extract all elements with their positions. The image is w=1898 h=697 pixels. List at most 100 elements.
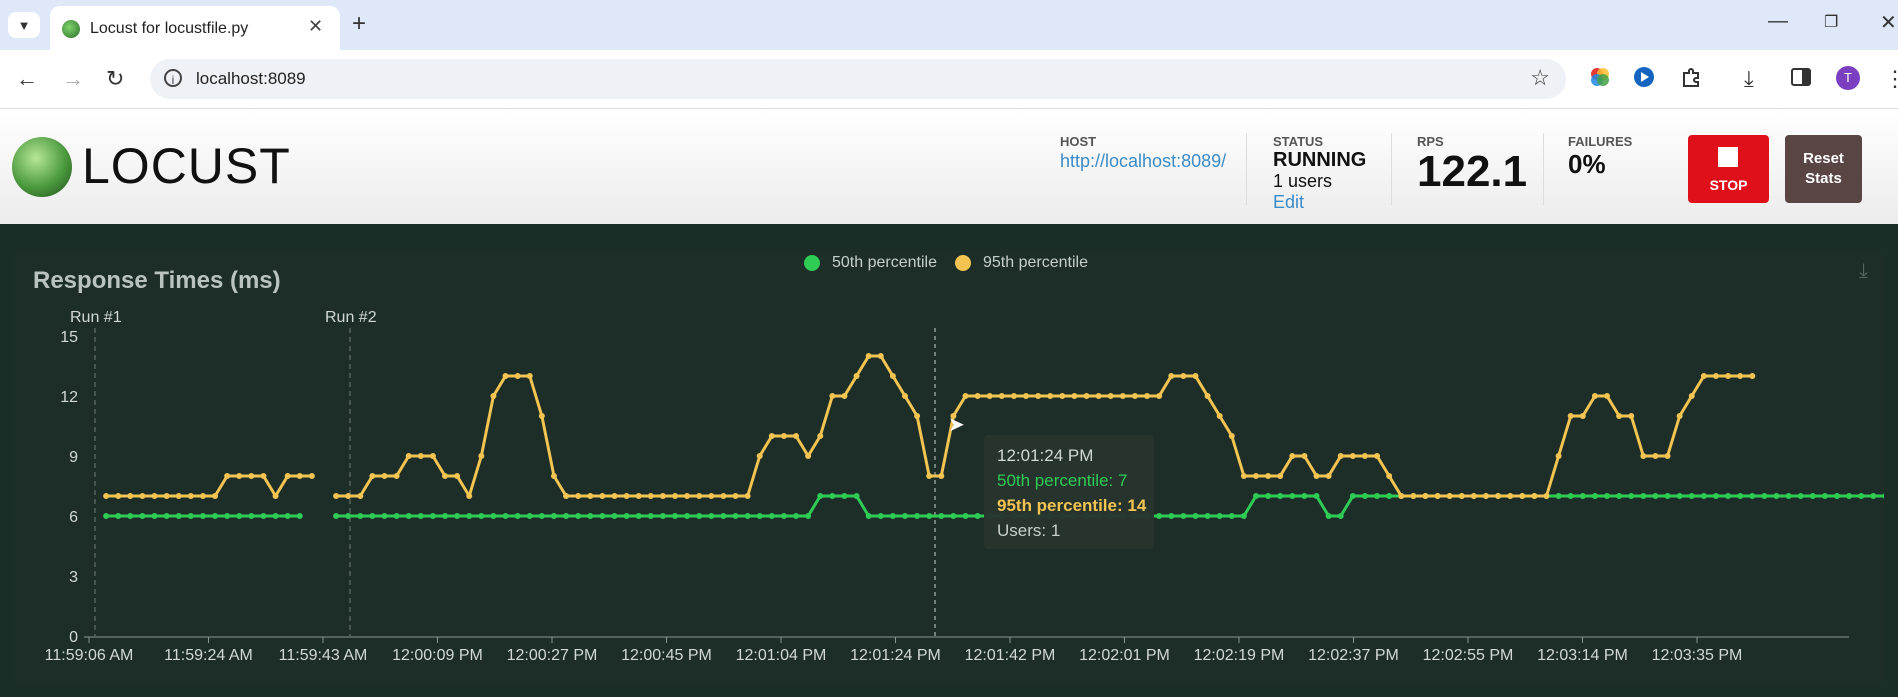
data-point xyxy=(502,513,509,519)
url-text[interactable]: localhost:8089 xyxy=(196,69,306,88)
data-point xyxy=(429,513,436,519)
data-point xyxy=(284,473,291,479)
data-point xyxy=(1531,493,1538,499)
data-point xyxy=(357,493,364,499)
data-point xyxy=(514,513,521,519)
divider xyxy=(1543,133,1544,205)
data-point xyxy=(175,513,182,519)
data-point xyxy=(1700,493,1707,499)
series-line-p95 xyxy=(106,474,312,498)
close-tab-icon[interactable]: ✕ xyxy=(308,16,324,36)
data-point xyxy=(1313,493,1320,499)
x-tick-label: 12:00:09 PM xyxy=(392,647,483,664)
reset-stats-button[interactable]: Reset Stats xyxy=(1785,135,1862,203)
data-point xyxy=(1567,413,1574,419)
data-point xyxy=(623,513,630,519)
host-link[interactable]: http://localhost:8089/ xyxy=(1060,151,1227,171)
status-value: RUNNING xyxy=(1273,149,1367,171)
data-point xyxy=(260,513,267,519)
profile-avatar[interactable]: T xyxy=(1836,66,1860,90)
restore-icon[interactable]: ❐ xyxy=(1824,14,1839,31)
download-chart-icon[interactable]: ⤓ xyxy=(1859,260,1868,282)
address-bar[interactable]: i localhost:8089 ☆ xyxy=(150,59,1566,99)
data-point xyxy=(1749,493,1756,499)
data-point xyxy=(635,493,642,499)
stop-button[interactable]: STOP xyxy=(1688,135,1769,203)
data-point xyxy=(853,493,860,499)
data-point xyxy=(696,513,703,519)
data-point xyxy=(623,493,630,499)
data-point xyxy=(1325,473,1332,479)
forward-icon[interactable]: → xyxy=(62,66,84,91)
data-point xyxy=(1374,493,1381,499)
data-point xyxy=(938,473,945,479)
data-point xyxy=(296,513,303,519)
data-point xyxy=(284,513,291,519)
menu-icon[interactable]: ⋮ xyxy=(1884,66,1898,91)
side-panel-icon[interactable] xyxy=(1790,66,1812,88)
data-point xyxy=(333,513,340,519)
color-extension-icon[interactable] xyxy=(1589,66,1611,88)
data-point xyxy=(732,513,739,519)
data-point xyxy=(926,473,933,479)
data-point xyxy=(1712,493,1719,499)
data-point xyxy=(1725,493,1732,499)
data-point xyxy=(1846,493,1853,499)
new-tab-button[interactable]: + xyxy=(352,10,367,37)
data-point xyxy=(526,373,533,379)
data-point xyxy=(841,493,848,499)
bookmark-star-icon[interactable]: ☆ xyxy=(1530,65,1550,90)
data-point xyxy=(1216,413,1223,419)
data-point xyxy=(478,513,485,519)
data-point xyxy=(442,513,449,519)
divider xyxy=(1391,133,1392,205)
x-tick-label: 12:01:04 PM xyxy=(736,647,827,664)
data-point xyxy=(1579,413,1586,419)
x-tick-label: 11:59:24 AM xyxy=(164,647,253,664)
data-point xyxy=(1131,393,1138,399)
data-point xyxy=(950,413,957,419)
reload-icon[interactable]: ↻ xyxy=(106,66,125,91)
data-point xyxy=(345,493,352,499)
legend-item-p95[interactable]: 95th percentile xyxy=(955,254,1088,272)
browser-tab[interactable]: Locust for locustfile.py ✕ xyxy=(50,6,340,50)
data-point xyxy=(659,493,666,499)
data-point xyxy=(1422,493,1429,499)
data-point xyxy=(1579,493,1586,499)
x-tick-label: 12:00:45 PM xyxy=(621,647,712,664)
data-point xyxy=(1882,493,1884,499)
data-point xyxy=(817,433,824,439)
data-point xyxy=(756,453,763,459)
data-point xyxy=(805,513,812,519)
data-point xyxy=(381,513,388,519)
tooltip-users: Users: 1 xyxy=(997,521,1061,540)
data-point xyxy=(1277,493,1284,499)
edit-users-link[interactable]: Edit xyxy=(1273,192,1305,212)
tab-list-button[interactable]: ▼ xyxy=(8,12,40,38)
data-point xyxy=(1652,453,1659,459)
minimize-icon[interactable]: — xyxy=(1768,10,1788,32)
site-info-icon[interactable]: i xyxy=(164,69,182,87)
download-icon[interactable]: ⤓ xyxy=(1744,66,1754,91)
data-point xyxy=(768,513,775,519)
legend-item-p50[interactable]: 50th percentile xyxy=(804,254,937,272)
extensions-icon[interactable] xyxy=(1680,66,1702,88)
back-icon[interactable]: ← xyxy=(16,66,38,91)
locust-logo-icon xyxy=(12,137,72,197)
data-point xyxy=(708,493,715,499)
data-point xyxy=(829,493,836,499)
data-point xyxy=(199,513,206,519)
data-point xyxy=(369,513,376,519)
data-point xyxy=(926,513,933,519)
data-point xyxy=(1616,493,1623,499)
media-extension-icon[interactable] xyxy=(1633,66,1655,88)
data-point xyxy=(1676,413,1683,419)
data-point xyxy=(1640,453,1647,459)
data-point xyxy=(563,493,570,499)
data-point xyxy=(1870,493,1877,499)
data-point xyxy=(841,393,848,399)
close-window-icon[interactable]: ✕ xyxy=(1880,12,1897,34)
tooltip-p95: 95th percentile: 14 xyxy=(997,496,1147,515)
data-point xyxy=(744,513,751,519)
data-point xyxy=(1785,493,1792,499)
